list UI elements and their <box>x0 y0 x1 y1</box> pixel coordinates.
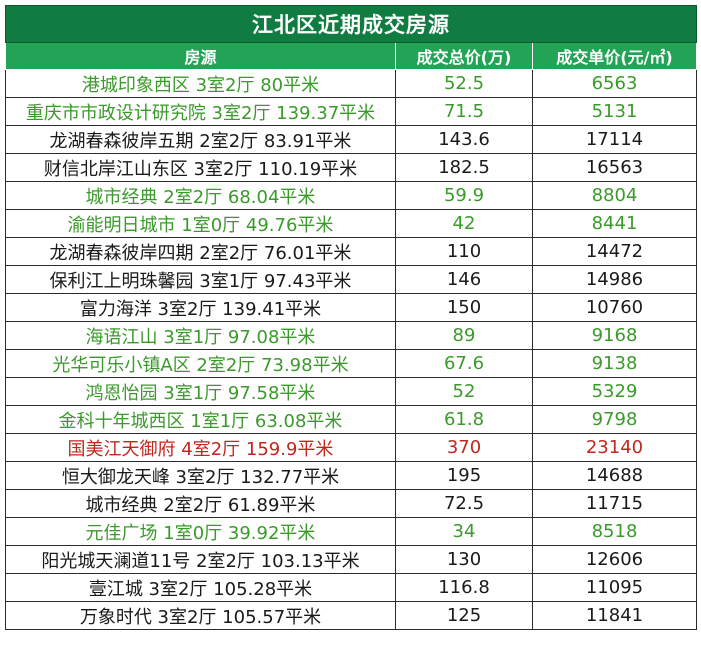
listing-name-cell: 阳光城天澜道11号 2室2厅 103.13平米 <box>5 545 396 574</box>
column-header-total-price: 成交总价(万) <box>395 42 533 70</box>
table-row: 国美江天御府 4室2厅 159.9平米 370 23140 <box>5 433 697 462</box>
listing-name-cell: 城市经典 2室2厅 61.89平米 <box>5 489 396 518</box>
unit-price-cell: 11715 <box>532 489 697 518</box>
table-row: 富力海洋 3室2厅 139.41平米 150 10760 <box>5 293 697 322</box>
unit-price-cell: 5131 <box>532 97 697 126</box>
header-row: 房源 成交总价(万) 成交单价(元/㎡) <box>5 42 697 70</box>
total-price-cell: 72.5 <box>395 489 533 518</box>
unit-price-cell: 14472 <box>532 237 697 266</box>
total-price-cell: 52 <box>395 377 533 406</box>
unit-price-cell: 14986 <box>532 265 697 294</box>
total-price-cell: 34 <box>395 517 533 546</box>
listing-name-cell: 恒大御龙天峰 3室2厅 132.77平米 <box>5 461 396 490</box>
unit-price-cell: 11841 <box>532 601 697 630</box>
listing-name-cell: 海语江山 3室1厅 97.08平米 <box>5 321 396 350</box>
total-price-cell: 110 <box>395 237 533 266</box>
listing-name-cell: 财信北岸江山东区 3室2厅 110.19平米 <box>5 153 396 182</box>
listing-name-cell: 壹江城 3室2厅 105.28平米 <box>5 573 396 602</box>
column-header-listing: 房源 <box>5 42 396 70</box>
table-row: 城市经典 2室2厅 61.89平米 72.5 11715 <box>5 489 697 518</box>
table-row: 城市经典 2室2厅 68.04平米 59.9 8804 <box>5 181 697 210</box>
listing-name-cell: 港城印象西区 3室2厅 80平米 <box>5 69 396 98</box>
column-header-unit-price: 成交单价(元/㎡) <box>532 42 697 70</box>
unit-price-cell: 8804 <box>532 181 697 210</box>
listing-name-cell: 渝能明日城市 1室0厅 49.76平米 <box>5 209 396 238</box>
unit-price-cell: 14688 <box>532 461 697 490</box>
total-price-cell: 89 <box>395 321 533 350</box>
total-price-cell: 146 <box>395 265 533 294</box>
unit-price-cell: 5329 <box>532 377 697 406</box>
table-row: 壹江城 3室2厅 105.28平米 116.8 11095 <box>5 573 697 602</box>
unit-price-cell: 9798 <box>532 405 697 434</box>
unit-price-cell: 9168 <box>532 321 697 350</box>
table-row: 阳光城天澜道11号 2室2厅 103.13平米 130 12606 <box>5 545 697 574</box>
table-row: 渝能明日城市 1室0厅 49.76平米 42 8441 <box>5 209 697 238</box>
listing-name-cell: 光华可乐小镇A区 2室2厅 73.98平米 <box>5 349 396 378</box>
total-price-cell: 130 <box>395 545 533 574</box>
total-price-cell: 59.9 <box>395 181 533 210</box>
table-row: 龙湖春森彼岸五期 2室2厅 83.91平米 143.6 17114 <box>5 125 697 154</box>
unit-price-cell: 16563 <box>532 153 697 182</box>
unit-price-cell: 12606 <box>532 545 697 574</box>
total-price-cell: 143.6 <box>395 125 533 154</box>
total-price-cell: 182.5 <box>395 153 533 182</box>
total-price-cell: 71.5 <box>395 97 533 126</box>
total-price-cell: 195 <box>395 461 533 490</box>
table-row: 鸿恩怡园 3室1厅 97.58平米 52 5329 <box>5 377 697 406</box>
table-row: 万象时代 3室2厅 105.57平米 125 11841 <box>5 601 697 630</box>
unit-price-cell: 8518 <box>532 517 697 546</box>
total-price-cell: 61.8 <box>395 405 533 434</box>
listing-name-cell: 国美江天御府 4室2厅 159.9平米 <box>5 433 396 462</box>
unit-price-cell: 9138 <box>532 349 697 378</box>
unit-price-cell: 10760 <box>532 293 697 322</box>
listing-name-cell: 重庆市市政设计研究院 3室2厅 139.37平米 <box>5 97 396 126</box>
table-row: 海语江山 3室1厅 97.08平米 89 9168 <box>5 321 697 350</box>
unit-price-cell: 17114 <box>532 125 697 154</box>
table-row: 恒大御龙天峰 3室2厅 132.77平米 195 14688 <box>5 461 697 490</box>
total-price-cell: 370 <box>395 433 533 462</box>
listing-name-cell: 城市经典 2室2厅 68.04平米 <box>5 181 396 210</box>
table-row: 保利江上明珠馨园 3室1厅 97.43平米 146 14986 <box>5 265 697 294</box>
total-price-cell: 125 <box>395 601 533 630</box>
table-row: 龙湖春森彼岸四期 2室2厅 76.01平米 110 14472 <box>5 237 697 266</box>
listing-name-cell: 保利江上明珠馨园 3室1厅 97.43平米 <box>5 265 396 294</box>
listing-name-cell: 元佳广场 1室0厅 39.92平米 <box>5 517 396 546</box>
table-row: 光华可乐小镇A区 2室2厅 73.98平米 67.6 9138 <box>5 349 697 378</box>
total-price-cell: 42 <box>395 209 533 238</box>
listing-name-cell: 鸿恩怡园 3室1厅 97.58平米 <box>5 377 396 406</box>
table-row: 重庆市市政设计研究院 3室2厅 139.37平米 71.5 5131 <box>5 97 697 126</box>
table-row: 元佳广场 1室0厅 39.92平米 34 8518 <box>5 517 697 546</box>
total-price-cell: 116.8 <box>395 573 533 602</box>
table-row: 金科十年城西区 1室1厅 63.08平米 61.8 9798 <box>5 405 697 434</box>
listing-table-container: 江北区近期成交房源 房源 成交总价(万) 成交单价(元/㎡) 港城印象西区 3室… <box>5 5 697 630</box>
listing-name-cell: 龙湖春森彼岸五期 2室2厅 83.91平米 <box>5 125 396 154</box>
total-price-cell: 150 <box>395 293 533 322</box>
unit-price-cell: 11095 <box>532 573 697 602</box>
listing-name-cell: 龙湖春森彼岸四期 2室2厅 76.01平米 <box>5 237 396 266</box>
unit-price-cell: 6563 <box>532 69 697 98</box>
listing-name-cell: 金科十年城西区 1室1厅 63.08平米 <box>5 405 396 434</box>
total-price-cell: 67.6 <box>395 349 533 378</box>
title-row: 江北区近期成交房源 <box>5 5 697 43</box>
listing-name-cell: 富力海洋 3室2厅 139.41平米 <box>5 293 396 322</box>
listing-name-cell: 万象时代 3室2厅 105.57平米 <box>5 601 396 630</box>
table-title: 江北区近期成交房源 <box>5 5 697 43</box>
total-price-cell: 52.5 <box>395 69 533 98</box>
table-row: 财信北岸江山东区 3室2厅 110.19平米 182.5 16563 <box>5 153 697 182</box>
table-body: 港城印象西区 3室2厅 80平米 52.5 6563 重庆市市政设计研究院 3室2厅 … <box>5 69 697 630</box>
unit-price-cell: 23140 <box>532 433 697 462</box>
listing-table: 江北区近期成交房源 房源 成交总价(万) 成交单价(元/㎡) 港城印象西区 3室… <box>5 5 697 630</box>
table-row: 港城印象西区 3室2厅 80平米 52.5 6563 <box>5 69 697 98</box>
unit-price-cell: 8441 <box>532 209 697 238</box>
